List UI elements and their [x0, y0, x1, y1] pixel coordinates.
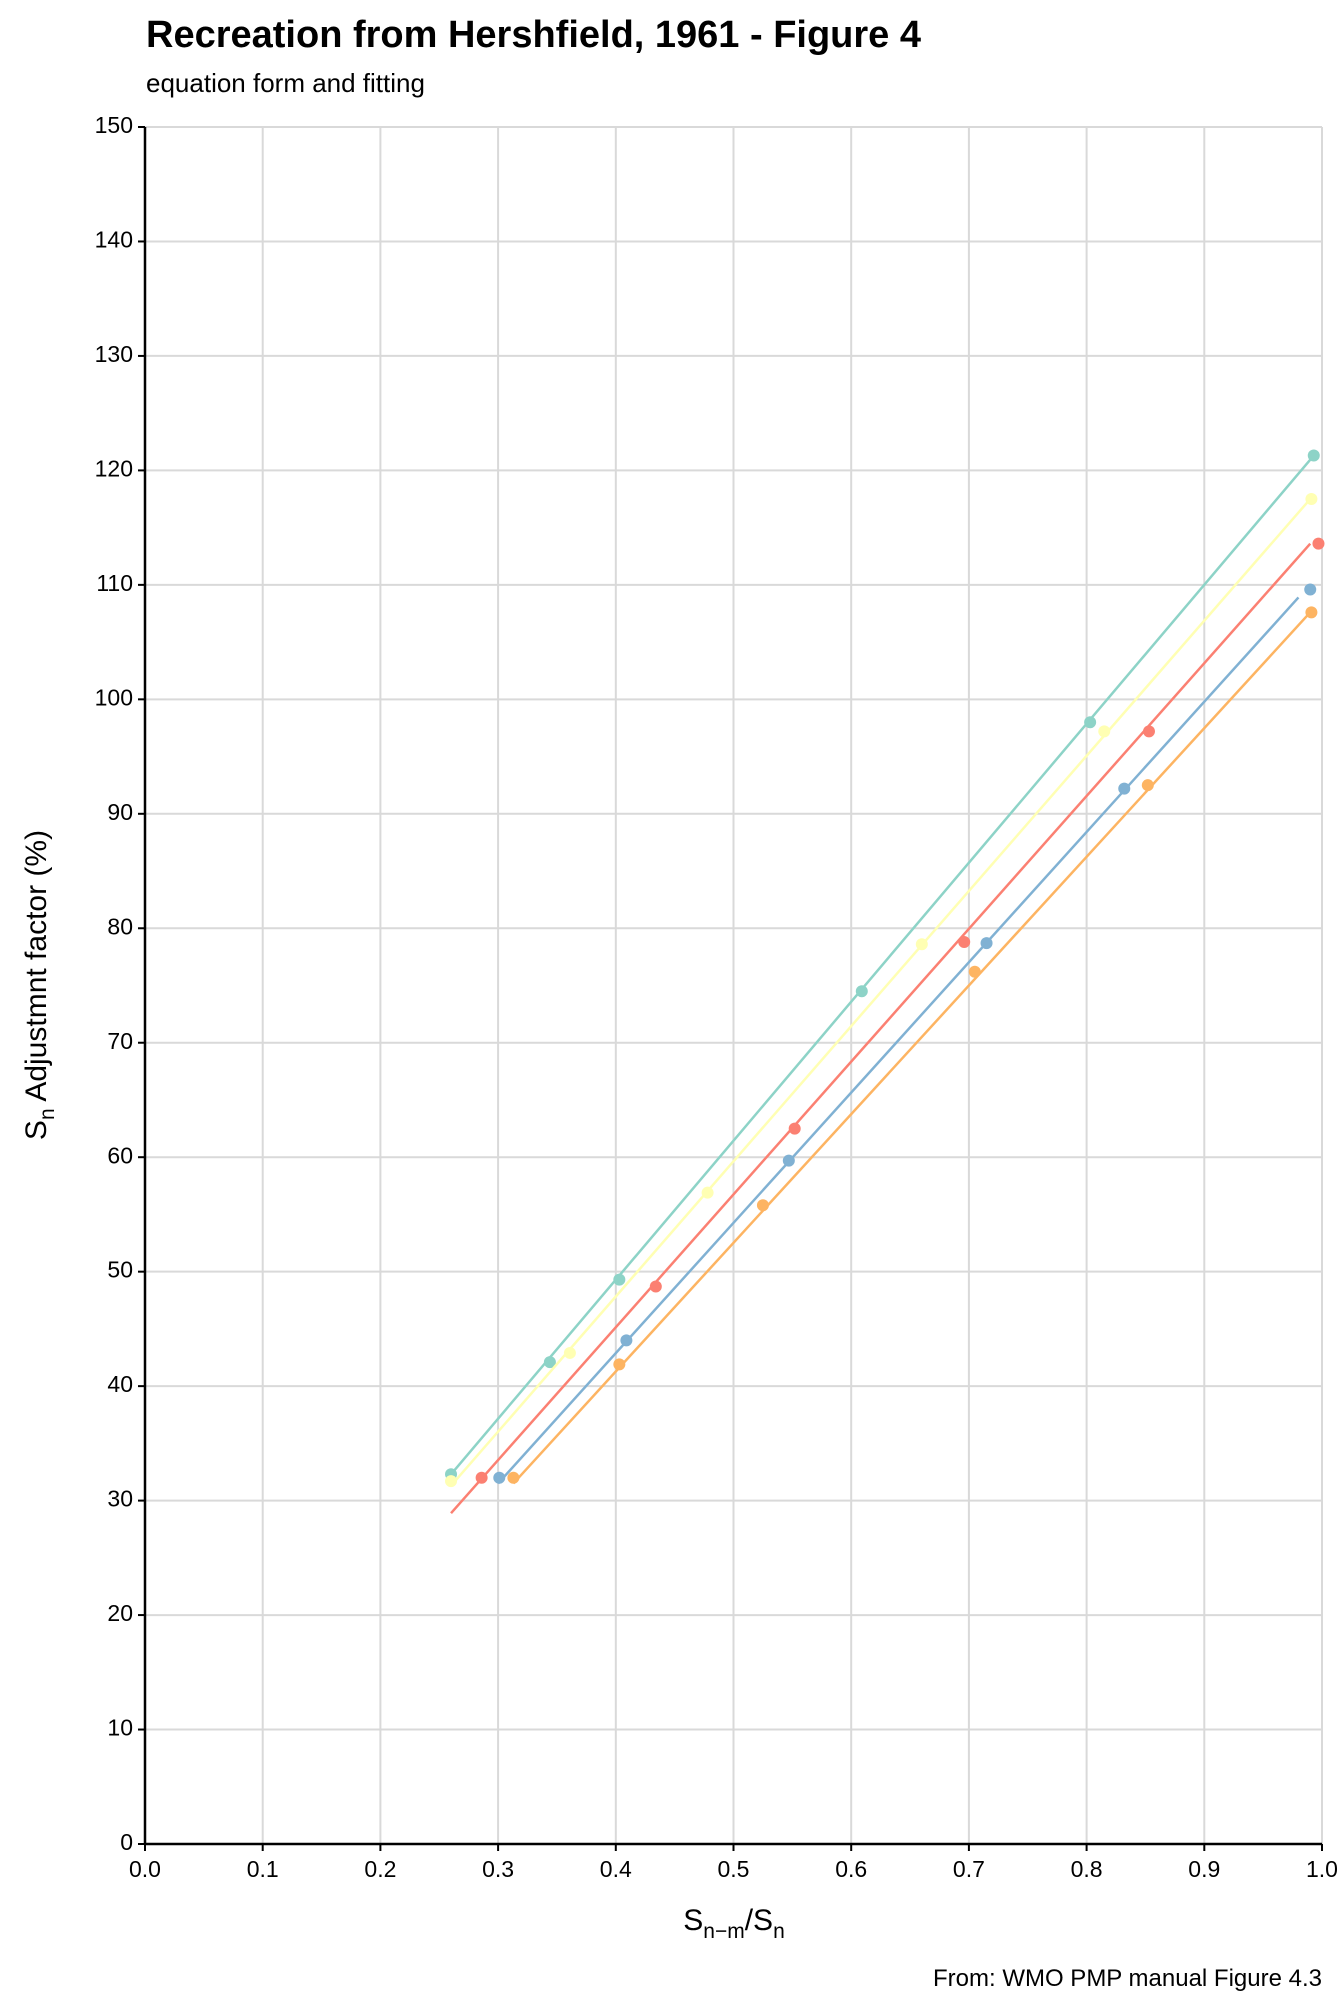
x-tick-label: 0.6 — [835, 1856, 867, 1882]
point — [1084, 716, 1097, 729]
x-label-part: /S — [745, 1904, 773, 1937]
y-tick-label: 40 — [107, 1371, 133, 1397]
point — [756, 1199, 769, 1212]
y-label-part: n — [36, 1108, 59, 1120]
x-tick-label: 0.7 — [953, 1856, 985, 1882]
fit-line — [450, 498, 1312, 1487]
y-tick-label: 120 — [95, 455, 133, 481]
point — [543, 1356, 556, 1369]
x-tick-label: 1.0 — [1306, 1856, 1338, 1882]
point — [649, 1280, 662, 1293]
point — [613, 1273, 626, 1286]
x-axis-label: Sn−m/Sn — [683, 1904, 785, 1943]
y-tick-label: 80 — [107, 913, 133, 939]
point — [1098, 725, 1111, 738]
point — [620, 1334, 633, 1347]
fit-line — [450, 454, 1315, 1476]
x-label-part: n — [773, 1920, 785, 1943]
caption: From: WMO PMP manual Figure 4.3 — [933, 1965, 1322, 1992]
fit-line — [450, 542, 1312, 1515]
y-tick-label: 10 — [107, 1715, 133, 1741]
y-tick-label: 100 — [95, 684, 133, 710]
x-tick-label: 0.0 — [129, 1856, 161, 1882]
chart-title: Recreation from Hershfield, 1961 - Figur… — [146, 14, 921, 56]
y-tick-label: 60 — [107, 1142, 133, 1168]
y-tick-label: 0 — [120, 1829, 133, 1855]
x-tick-label: 0.3 — [482, 1856, 514, 1882]
point — [1142, 725, 1155, 738]
y-label-part: Adjustmnt factor (%) — [20, 830, 53, 1108]
x-tick-label: 0.1 — [247, 1856, 279, 1882]
chart-subtitle: equation form and fitting — [146, 68, 425, 98]
y-tick-label: 70 — [107, 1028, 133, 1054]
point — [855, 985, 868, 998]
point — [1141, 779, 1154, 792]
point — [493, 1471, 506, 1484]
point — [980, 937, 993, 950]
y-axis-label: Sn Adjustmnt factor (%) — [20, 830, 59, 1140]
x-tick-label: 0.4 — [600, 1856, 632, 1882]
point — [1305, 606, 1318, 619]
y-tick-label: 20 — [107, 1600, 133, 1626]
point — [788, 1122, 801, 1135]
y-tick-label: 90 — [107, 799, 133, 825]
x-tick-label: 0.5 — [718, 1856, 750, 1882]
y-tick-label: 130 — [95, 341, 133, 367]
point — [1305, 493, 1318, 506]
point — [958, 936, 971, 949]
y-tick-label: 150 — [95, 112, 133, 138]
x-label-part: n−m — [703, 1920, 744, 1943]
point — [613, 1358, 626, 1371]
y-tick-label: 110 — [96, 570, 133, 596]
point — [915, 938, 928, 951]
point — [1312, 537, 1325, 550]
fit-line — [512, 611, 1312, 1485]
y-tick-label: 140 — [95, 227, 133, 253]
point — [445, 1475, 458, 1488]
x-label-part: S — [683, 1904, 703, 1937]
point — [1304, 583, 1317, 596]
fit-line — [497, 596, 1300, 1485]
x-tick-label: 0.2 — [364, 1856, 396, 1882]
point — [1307, 449, 1320, 462]
y-label-part: S — [20, 1120, 53, 1140]
point — [507, 1471, 520, 1484]
point — [1118, 782, 1131, 795]
point — [701, 1186, 714, 1199]
x-tick-label: 0.9 — [1188, 1856, 1220, 1882]
y-tick-label: 50 — [107, 1257, 133, 1283]
point — [968, 965, 981, 978]
y-tick-label: 30 — [107, 1486, 133, 1512]
x-tick-label: 0.8 — [1071, 1856, 1103, 1882]
point — [782, 1154, 795, 1167]
point — [563, 1346, 576, 1359]
point — [475, 1471, 488, 1484]
